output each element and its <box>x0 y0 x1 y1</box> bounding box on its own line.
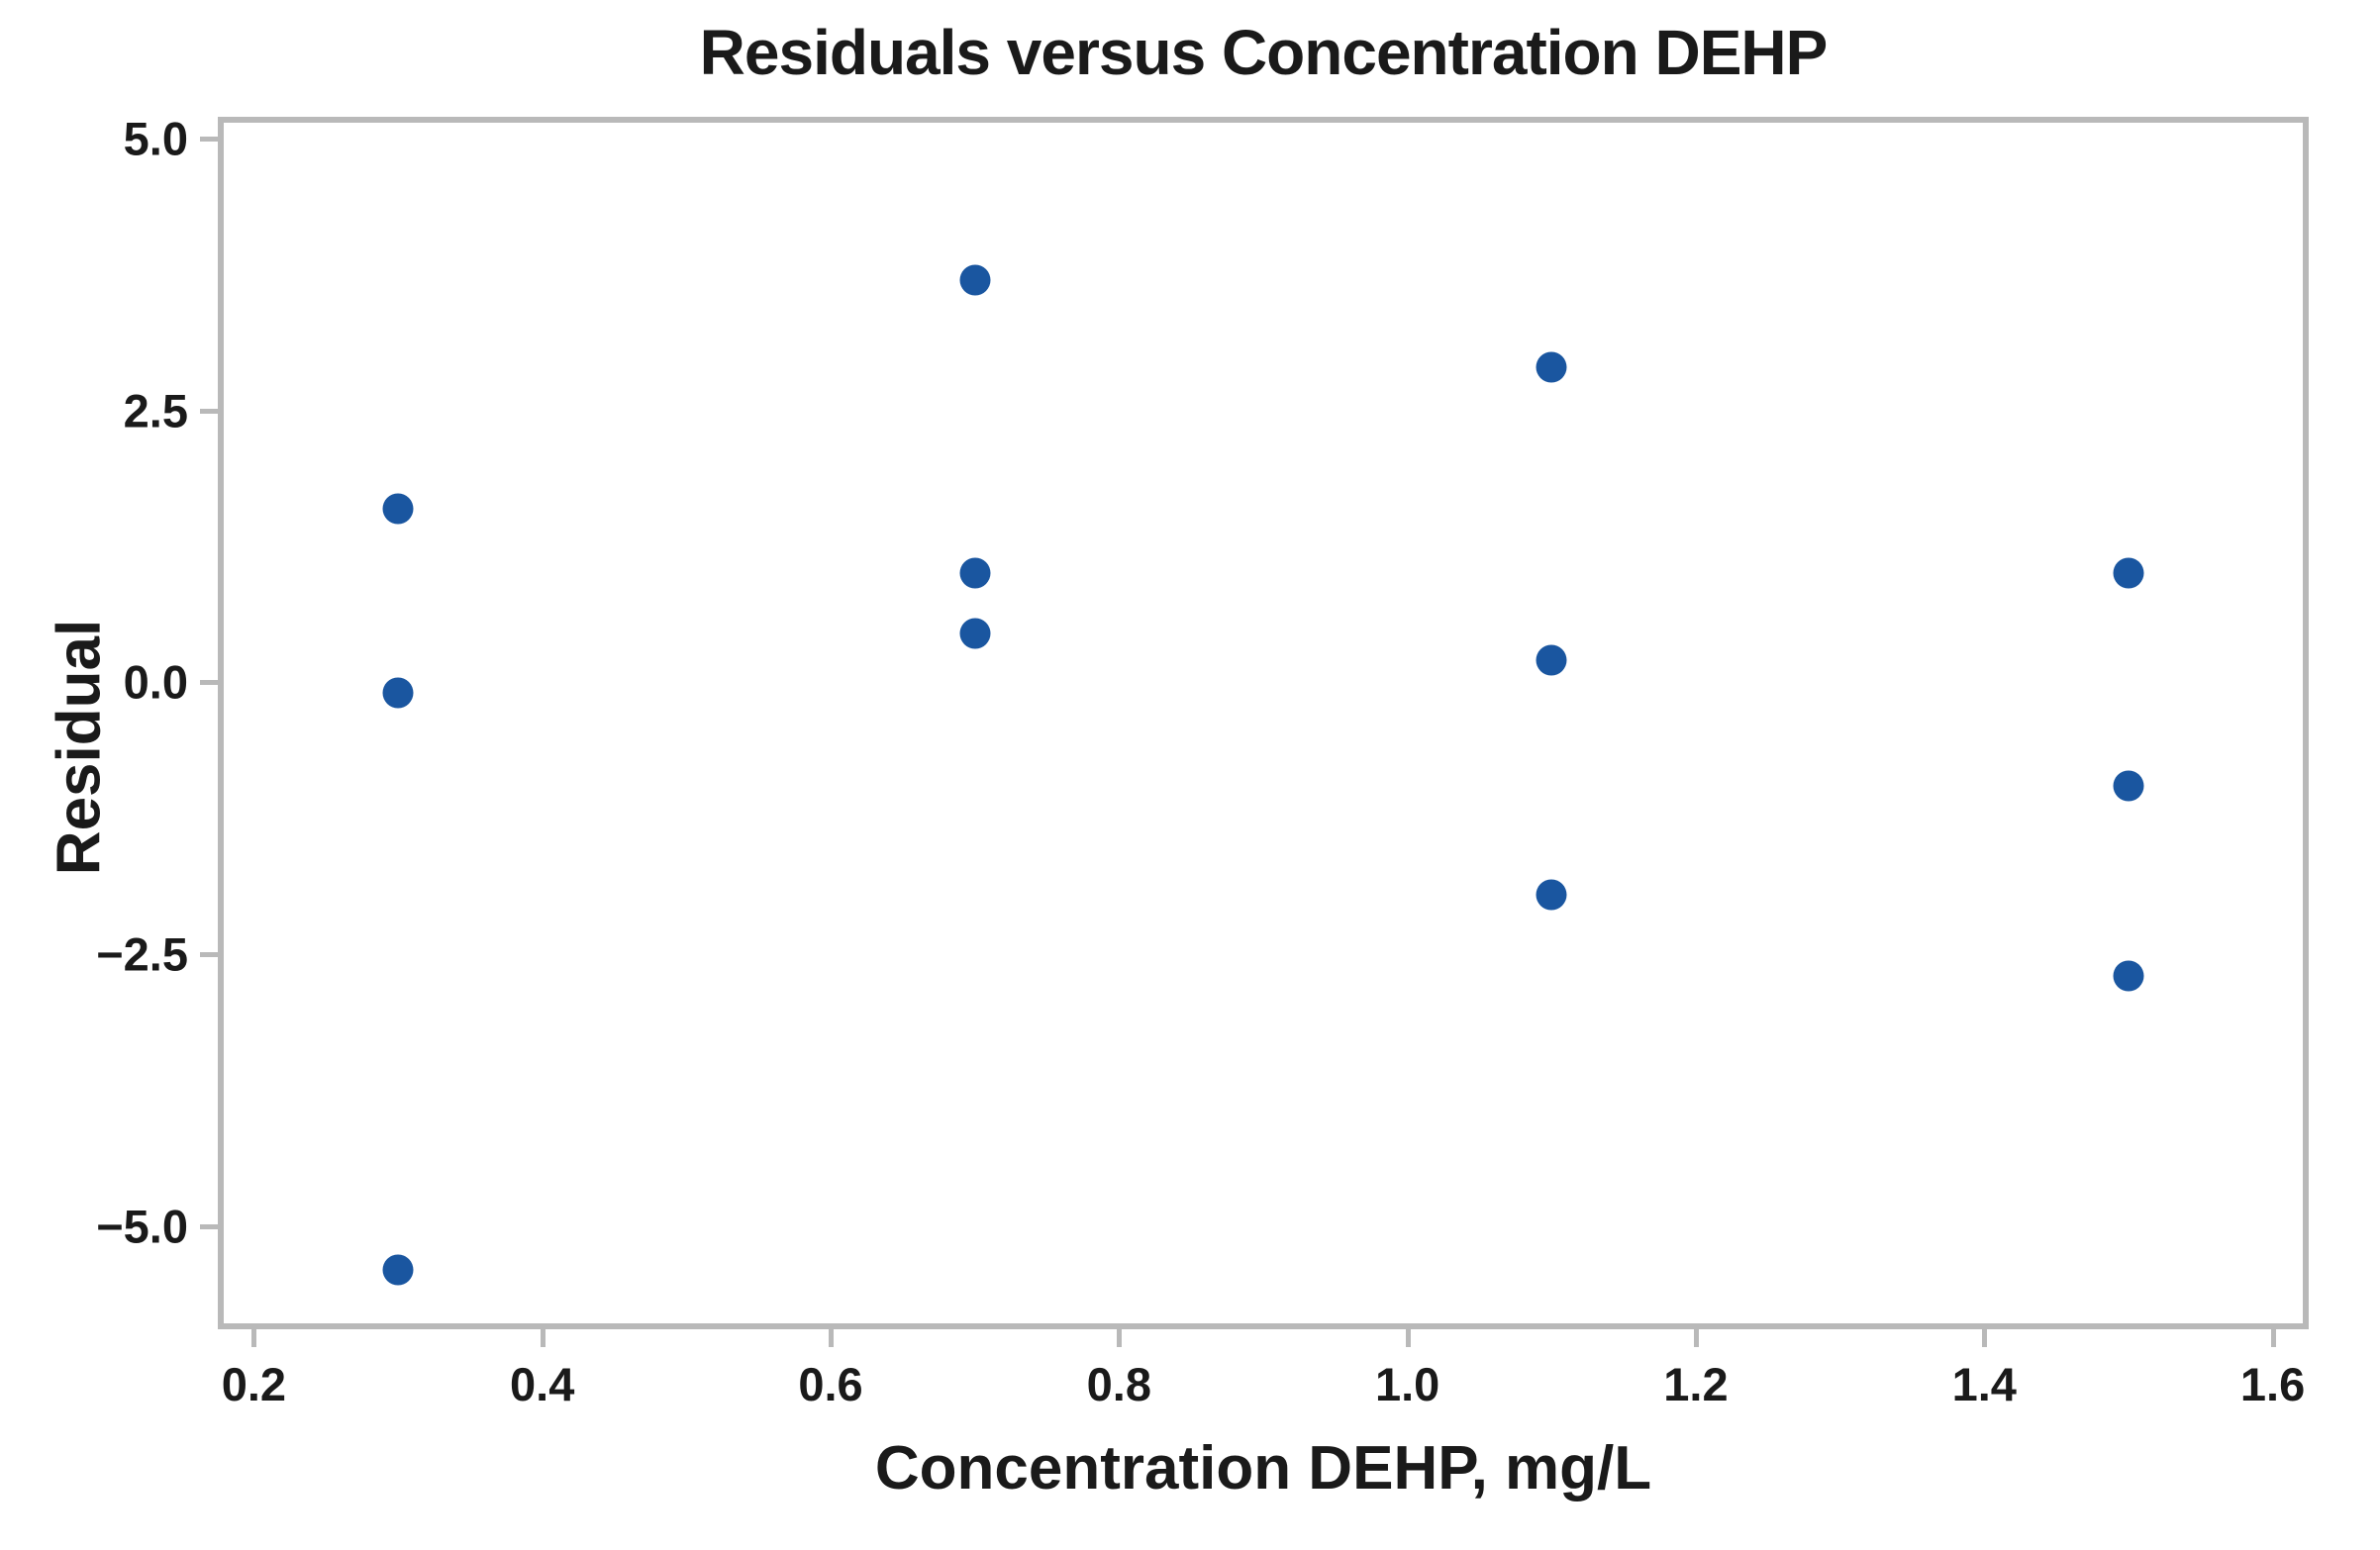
x-axis-tick <box>251 1329 257 1347</box>
y-axis-tick <box>200 680 218 686</box>
y-tick-label: 0.0 <box>123 655 188 709</box>
y-tick-label: 2.5 <box>123 384 188 437</box>
x-axis-tick <box>1117 1329 1123 1347</box>
data-point <box>2113 770 2144 802</box>
data-point <box>382 1254 414 1286</box>
x-axis-tick <box>2270 1329 2276 1347</box>
data-point <box>1536 879 1567 911</box>
y-tick-label: −5.0 <box>96 1200 188 1253</box>
y-tick-label: 5.0 <box>123 112 188 165</box>
x-tick-label: 1.0 <box>1374 1358 1440 1410</box>
y-axis-tick <box>200 136 218 142</box>
x-axis-tick <box>1405 1329 1411 1347</box>
x-tick-label: 1.4 <box>1951 1358 2017 1410</box>
x-axis-tick <box>540 1329 545 1347</box>
data-point <box>959 557 991 589</box>
data-point <box>959 264 991 296</box>
data-point <box>2113 557 2144 589</box>
x-tick-label: 0.2 <box>221 1358 287 1410</box>
y-axis-tick <box>200 1223 218 1229</box>
x-axis-tick <box>1693 1329 1699 1347</box>
x-tick-label: 0.4 <box>510 1358 575 1410</box>
data-point <box>382 493 414 525</box>
y-tick-label: −2.5 <box>96 927 188 981</box>
data-point <box>1536 644 1567 676</box>
x-tick-label: 1.2 <box>1663 1358 1729 1410</box>
chart-title: Residuals versus Concentration DEHP <box>699 17 1829 88</box>
plot-area <box>218 117 2309 1329</box>
x-axis-tick <box>829 1329 835 1347</box>
x-axis-tick <box>1982 1329 1988 1347</box>
x-axis-label: Concentration DEHP, mg/L <box>874 1434 1652 1502</box>
data-point <box>1536 351 1567 383</box>
data-point <box>382 677 414 709</box>
x-tick-label: 0.8 <box>1086 1358 1152 1410</box>
x-tick-label: 1.6 <box>2239 1358 2306 1410</box>
data-point <box>959 618 991 649</box>
y-axis-tick <box>200 951 218 957</box>
x-tick-label: 0.6 <box>798 1358 863 1410</box>
data-point <box>2113 960 2144 992</box>
y-axis-tick <box>200 408 218 414</box>
